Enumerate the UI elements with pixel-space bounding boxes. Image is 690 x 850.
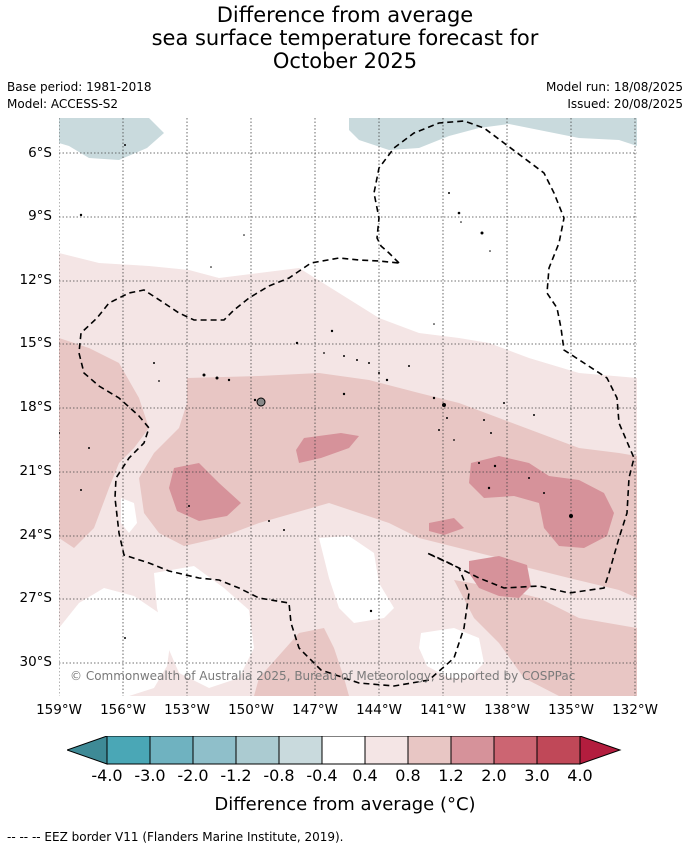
colorbar-label-0: -4.0 [91,766,123,785]
lat-label-15s: 15°S [19,335,53,351]
anomaly-band-08-12-south [254,628,349,696]
lon-label-156w: 156°W [100,702,146,718]
lat-label-27s: 27°S [19,590,53,606]
colorbar-bin-3 [192,735,237,765]
meta-left: Base period: 1981-2018 Model: ACCESS-S2 [7,79,152,113]
lon-label-141w: 141°W [420,702,466,718]
lat-label-18s: 18°S [19,399,53,415]
colorbar-bin-5 [278,735,323,765]
lat-label-21s: 21°S [19,463,53,479]
lat-label-9s: 9°S [28,208,52,224]
colorbar-label-10: 3.0 [524,766,550,785]
colorbar-label-6: 0.4 [352,766,378,785]
lat-label-30s: 30°S [19,654,53,670]
copyright-notice: © Commonwealth of Australia 2025, Bureau… [70,669,576,683]
lon-label-150w: 150°W [228,702,274,718]
title-line-2: sea surface temperature forecast for [151,26,539,50]
neutral-patch-west [121,498,137,533]
islands [59,144,573,639]
sst-anomaly-map [59,118,637,696]
colorbar-title: Difference from average (°C) [214,794,476,815]
anomaly-band-08-12-main [59,338,149,548]
eez-legend: -- -- -- EEZ border V11 (Flanders Marine… [7,830,344,844]
colorbar-label-2: -2.0 [177,766,209,785]
colorbar-label-3: -1.2 [220,766,252,785]
anomaly-band-08-12-central [139,373,637,598]
lat-label-6s: 6°S [28,145,52,161]
colorbar-arrow-high [579,735,622,765]
neutral-patch-sw [59,588,171,696]
colorbar-bin-2 [149,735,194,765]
colorbar-label-7: 0.8 [395,766,421,785]
anomaly-band-12-20-center [296,433,359,463]
eez-border [78,120,635,687]
colorbar-label-1: -3.0 [134,766,166,785]
colorbar-bin-9 [450,735,495,765]
lon-label-132w: 132°W [612,702,658,718]
cool-patch-nw [59,118,164,160]
colorbar-bin-10 [493,735,538,765]
colorbar-bin-8 [407,735,452,765]
neutral-patch-se [419,628,484,678]
lat-label-12s: 12°S [19,272,53,288]
base-period: Base period: 1981-2018 [7,80,152,94]
colorbar-svg [65,735,622,765]
meta-right: Model run: 18/08/2025 Issued: 20/08/2025 [546,79,683,113]
lat-label-24s: 24°S [19,527,53,543]
colorbar [65,735,623,770]
colorbar-arrow-low [65,735,108,765]
model-run: Model run: 18/08/2025 [545,80,683,94]
lon-label-153w: 153°W [164,702,210,718]
title-line-3: October 2025 [272,49,418,73]
neutral-patch-center [319,536,394,623]
lon-label-144w: 144°W [356,702,402,718]
colorbar-bin-11 [536,735,581,765]
lon-label-135w: 135°W [548,702,594,718]
title-line-1: Difference from average [216,3,474,27]
lon-label-138w: 138°W [484,702,530,718]
colorbar-bin-4 [235,735,280,765]
map-svg [59,118,637,696]
chart-title: Difference from average sea surface temp… [0,4,690,73]
anomaly-band-12-20-small [429,518,464,535]
model-name: Model: ACCESS-S2 [7,97,119,111]
colorbar-label-9: 2.0 [481,766,507,785]
anomaly-band-08-12-se [454,580,637,696]
colorbar-bin-1 [106,735,151,765]
colorbar-bin-6 [321,735,366,765]
anomaly-band-12-20-east [469,456,614,548]
issued-date: Issued: 20/08/2025 [567,97,683,111]
colorbar-label-11: 4.0 [567,766,593,785]
colorbar-label-5: -0.4 [306,766,338,785]
colorbar-label-4: -0.8 [263,766,295,785]
neutral-patch-south [154,566,254,688]
colorbar-label-8: 1.2 [438,766,464,785]
lon-label-159w: 159°W [36,702,82,718]
cool-patch-ne [349,118,637,150]
colorbar-bin-7 [364,735,409,765]
lon-label-147w: 147°W [292,702,338,718]
